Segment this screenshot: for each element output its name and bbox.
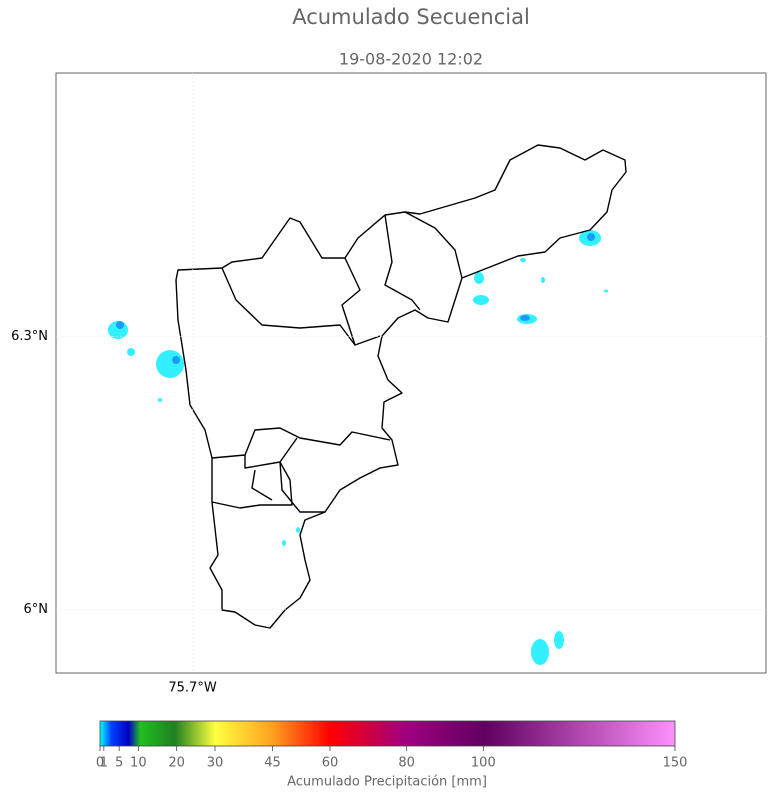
colorbar: [99, 720, 676, 747]
colorbar-tick-label: 100: [471, 756, 496, 771]
title: Acumulado Secuencial: [292, 5, 530, 29]
boundaries: [175, 144, 627, 629]
colorbar-tick-label: 30: [207, 756, 224, 771]
colorbar-tick-label: 10: [130, 756, 147, 771]
colorbar-tick-label: 150: [663, 756, 688, 771]
colorbar-label: Acumulado Precipitación [mm]: [287, 775, 487, 790]
lat-label: 6.3°N: [11, 329, 48, 344]
lon-label: 75.7°W: [168, 681, 216, 696]
subtitle: 19-08-2020 12:02: [339, 50, 483, 69]
colorbar-tick-label: 0: [96, 756, 104, 771]
lat-label: 6°N: [24, 602, 49, 617]
colorbar-tick-label: 80: [398, 756, 415, 771]
precipitation: [108, 230, 608, 665]
colorbar-tick-label: 1: [100, 756, 108, 771]
colorbar-tick-label: 45: [264, 756, 281, 771]
colorbar-tick-label: 60: [322, 756, 339, 771]
colorbar-tick-label: 5: [115, 756, 123, 771]
colorbar-tick-label: 20: [168, 756, 185, 771]
